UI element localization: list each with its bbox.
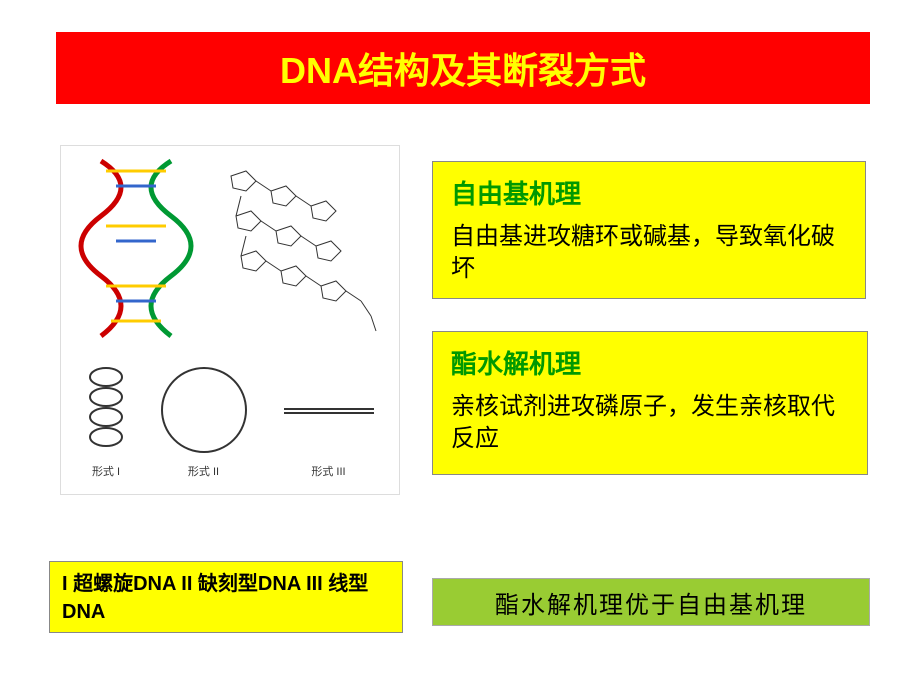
dna-form-1: 形式 I: [84, 365, 129, 479]
nicked-circular-dna-icon: [154, 365, 254, 460]
mechanism-1-body: 自由基进攻糖环或碱基，导致氧化破坏: [451, 221, 847, 286]
dna-double-helix-icon: [71, 156, 201, 346]
dna-form-3: 形式 III: [279, 365, 379, 479]
dna-form-2: 形式 II: [154, 365, 254, 479]
title-bar: DNA结构及其断裂方式: [56, 32, 870, 104]
linear-dna-icon: [279, 365, 379, 460]
dna-chemical-structure-icon: [211, 156, 391, 346]
mechanism-2-body: 亲核试剂进攻磷原子，发生亲核取代反应: [451, 391, 849, 456]
dna-forms-legend: I 超螺旋DNA II 缺刻型DNA III 线型DNA: [49, 561, 403, 633]
summary-box: 酯水解机理优于自由基机理: [432, 578, 870, 626]
mechanism-1-heading: 自由基机理: [451, 174, 847, 211]
mechanism-box-hydrolysis: 酯水解机理 亲核试剂进攻磷原子，发生亲核取代反应: [432, 331, 868, 475]
form-3-label: 形式 III: [279, 463, 379, 479]
legend-text: I 超螺旋DNA II 缺刻型DNA III 线型DNA: [62, 573, 368, 623]
dna-diagram-panel: 形式 I 形式 II 形式 III: [60, 145, 400, 495]
dna-forms-row: 形式 I 形式 II 形式 III: [71, 359, 391, 479]
supercoiled-dna-icon: [84, 365, 129, 460]
mechanism-box-radical: 自由基机理 自由基进攻糖环或碱基，导致氧化破坏: [432, 161, 866, 299]
form-1-label: 形式 I: [84, 463, 129, 479]
summary-text: 酯水解机理优于自由基机理: [495, 585, 807, 620]
form-2-label: 形式 II: [154, 463, 254, 479]
page-title: DNA结构及其断裂方式: [280, 42, 646, 94]
mechanism-2-heading: 酯水解机理: [451, 344, 849, 381]
